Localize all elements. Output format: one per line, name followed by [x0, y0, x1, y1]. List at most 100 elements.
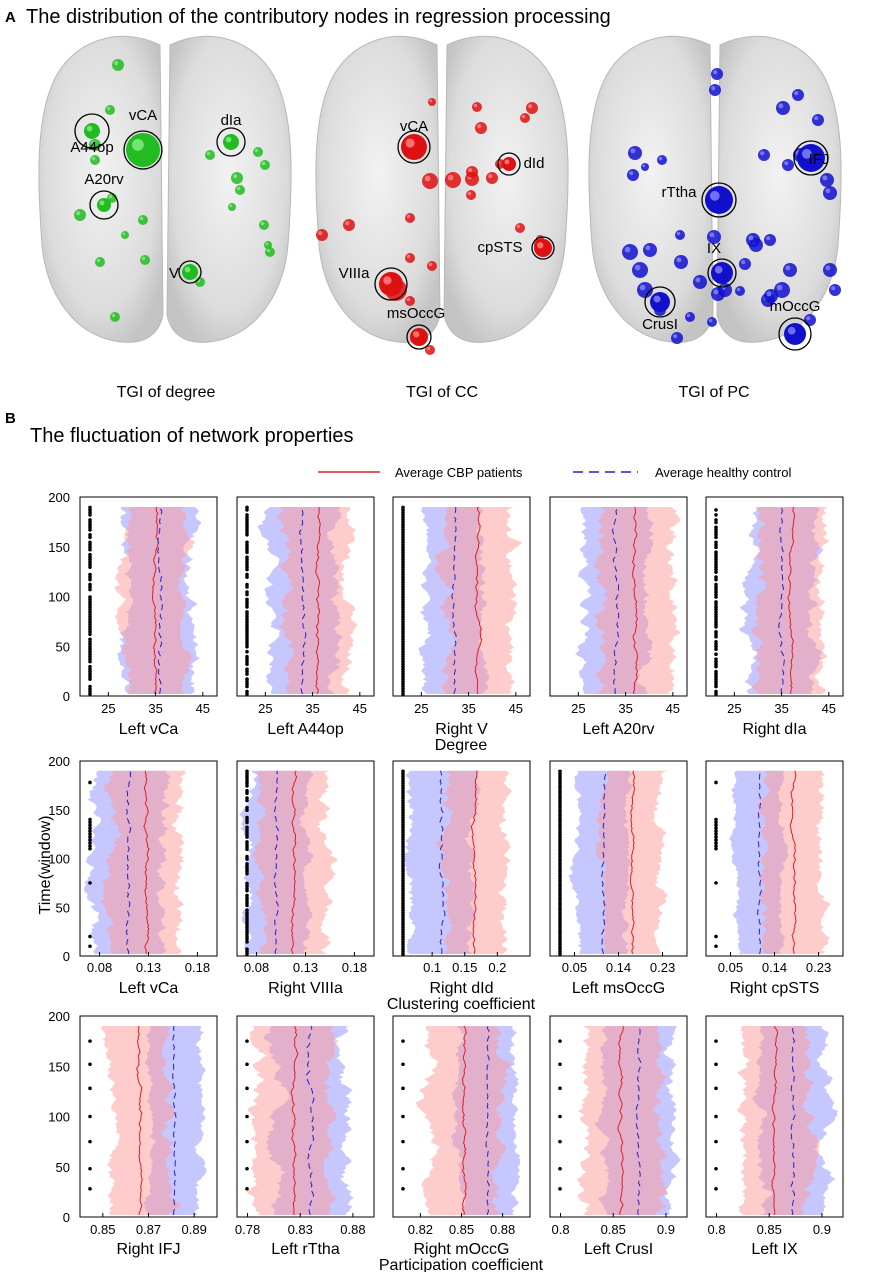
- x-tick-label: 0.23: [650, 960, 675, 975]
- brain-node-highlight: [447, 174, 454, 181]
- significance-dot: [401, 679, 405, 684]
- brain-node-highlight: [760, 151, 765, 156]
- significance-dot: [88, 687, 92, 691]
- patient-mean-line: [474, 506, 483, 695]
- significance-dot: [245, 572, 249, 577]
- significance-dot: [714, 1166, 718, 1171]
- significance-dot: [714, 780, 718, 785]
- significance-dot: [245, 555, 249, 559]
- x-tick-label: 0.13: [136, 960, 161, 975]
- significance-dot: [714, 630, 718, 634]
- chart-row-degree: 0 50 100 150 200 25 35 45 Left vCa 25 35 45 Left A44…: [48, 490, 844, 754]
- significance-dot: [245, 642, 249, 647]
- key-node-highlight: [184, 266, 191, 273]
- significance-dot: [88, 562, 92, 567]
- brain-node: [526, 102, 538, 114]
- significance-dot: [401, 550, 405, 555]
- significance-dot: [401, 682, 405, 686]
- legend-patient-label: Average CBP patients: [395, 465, 523, 480]
- key-node-highlight: [787, 326, 796, 335]
- significance-dot: [401, 652, 405, 657]
- y-tick-label: 200: [48, 754, 70, 769]
- significance-dot: [245, 667, 249, 671]
- significance-dot: [88, 944, 92, 949]
- significance-dot: [88, 508, 92, 512]
- brain-node-highlight: [708, 318, 713, 323]
- significance-dot: [245, 677, 249, 681]
- y-tick-label: 50: [56, 639, 70, 654]
- significance-dot: [245, 769, 249, 774]
- brain-node: [427, 261, 437, 271]
- node-label: CrusI: [642, 316, 678, 333]
- significance-dot: [714, 590, 718, 594]
- panel-a-title: The distribution of the contributory nod…: [26, 6, 611, 28]
- significance-dot: [401, 557, 405, 562]
- significance-dot: [401, 644, 405, 649]
- significance-dot: [401, 545, 405, 550]
- brain-node: [112, 59, 124, 71]
- significance-dot: [558, 1114, 562, 1119]
- significance-dot: [245, 630, 249, 634]
- significance-dot: [88, 595, 92, 599]
- key-node: [401, 134, 427, 160]
- significance-dot: [714, 575, 718, 579]
- significance-dot: [88, 1086, 92, 1091]
- significance-dot: [401, 520, 405, 525]
- brain-node-highlight: [406, 297, 411, 302]
- row-label: Clustering coefficient: [387, 996, 536, 1013]
- significance-dot: [714, 672, 718, 676]
- key-node-highlight: [99, 200, 105, 206]
- significance-dot: [245, 602, 249, 607]
- y-tick-label: 0: [63, 689, 70, 704]
- patient-band: [101, 1026, 182, 1215]
- brain-node-highlight: [206, 151, 211, 156]
- brain-node-highlight: [645, 245, 651, 251]
- significance-dot: [714, 662, 718, 666]
- x-tick-label: 0.14: [606, 960, 631, 975]
- patient-band: [577, 1026, 669, 1215]
- key-node: [379, 272, 403, 296]
- patient-mean-line: [290, 770, 298, 955]
- significance-dot: [245, 689, 249, 694]
- x-tick-label: 0.85: [90, 1222, 115, 1237]
- significance-dot: [401, 560, 405, 564]
- significance-dot: [245, 542, 249, 547]
- significance-dot: [245, 505, 249, 510]
- significance-dot: [714, 823, 718, 828]
- significance-dot: [88, 934, 92, 939]
- x-tick-label: 0.88: [490, 1222, 515, 1237]
- significance-dot: [245, 560, 249, 564]
- control-mean-line: [125, 770, 132, 955]
- x-tick-label: 0.08: [87, 960, 112, 975]
- node-label: vCA: [400, 118, 428, 135]
- significance-dot: [245, 600, 249, 604]
- key-node-ring: [216, 127, 246, 157]
- significance-dot: [88, 684, 92, 689]
- node-group: [316, 98, 555, 355]
- significance-dot: [558, 1086, 562, 1091]
- significance-dot: [245, 508, 249, 512]
- significance-dot: [88, 674, 92, 679]
- brain-node: [428, 98, 436, 106]
- significance-dot: [714, 634, 718, 639]
- significance-dot: [245, 1187, 249, 1191]
- significance-dot: [245, 528, 249, 532]
- significance-dot: [714, 674, 718, 679]
- significance-dot: [401, 1187, 405, 1191]
- key-node-ring: [793, 140, 829, 176]
- control-mean-line: [611, 506, 620, 695]
- brain-node-highlight: [122, 232, 126, 236]
- brain-node-highlight: [709, 232, 715, 238]
- brain-node-highlight: [634, 264, 641, 271]
- significance-dot: [714, 841, 718, 845]
- subplot-title: Left CrusI: [584, 1241, 653, 1258]
- significance-dot: [714, 577, 718, 582]
- y-tick-label: 200: [48, 490, 70, 505]
- chart-row-clustering: 0 50 100 150 200 0.08 0.13 0.18 Left vCa 0.08 0.13…: [48, 754, 844, 1013]
- brain-node: [739, 258, 751, 270]
- control-mean-line: [790, 1025, 796, 1216]
- significance-dot: [714, 689, 718, 694]
- brain-node-highlight: [825, 265, 831, 271]
- significance-dot: [714, 639, 718, 644]
